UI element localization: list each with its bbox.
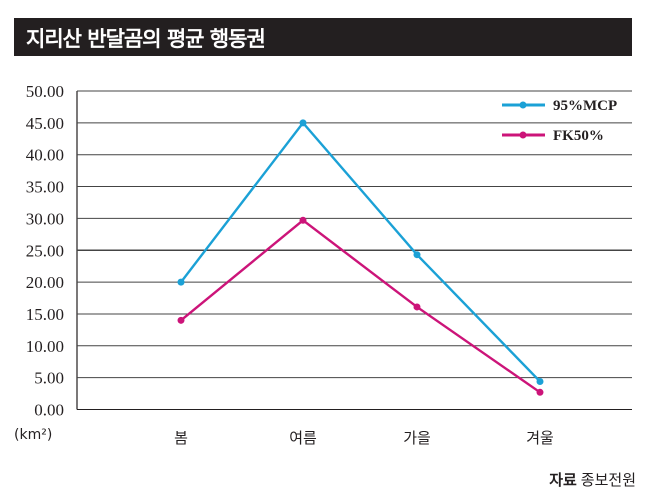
x-tick-label: 여름 bbox=[289, 429, 317, 447]
data-point bbox=[299, 216, 307, 224]
legend-label: FK50% bbox=[553, 128, 604, 144]
source-text: 종보전원 bbox=[580, 471, 636, 489]
legend-label: 95%MCP bbox=[553, 98, 617, 114]
x-tick-label: 겨울 bbox=[526, 429, 554, 447]
y-tick-label: 5.00 bbox=[34, 369, 64, 388]
y-tick-label: 40.00 bbox=[26, 146, 64, 165]
y-tick-label: 50.00 bbox=[26, 82, 64, 101]
data-point bbox=[536, 377, 544, 385]
series-line-95%MCP bbox=[180, 120, 541, 383]
y-tick-label: 15.00 bbox=[26, 305, 64, 324]
x-tick-label: 가을 bbox=[403, 429, 431, 447]
title-bar: 지리산 반달곰의 평균 행동권 bbox=[14, 18, 632, 56]
y-tick-label: 0.00 bbox=[34, 401, 64, 420]
y-tick-label: 20.00 bbox=[26, 273, 64, 292]
data-point bbox=[177, 278, 185, 286]
data-point bbox=[413, 303, 421, 311]
y-tick-label: 30.00 bbox=[26, 209, 64, 228]
legend-marker bbox=[519, 101, 527, 109]
source-note: 자료 종보전원 bbox=[549, 469, 636, 490]
y-tick-label: 25.00 bbox=[26, 241, 64, 260]
data-point bbox=[299, 119, 307, 127]
y-tick-label: 45.00 bbox=[26, 114, 64, 133]
series-line-FK50% bbox=[180, 218, 541, 394]
y-tick-label: 35.00 bbox=[26, 178, 64, 197]
legend-marker bbox=[519, 131, 527, 139]
y-tick-label: 10.00 bbox=[26, 337, 64, 356]
x-tick-label: 봄 bbox=[174, 429, 188, 447]
data-point bbox=[536, 388, 544, 396]
y-axis-unit: (km²) bbox=[14, 427, 53, 443]
data-point bbox=[413, 251, 421, 259]
source-label: 자료 bbox=[549, 471, 577, 489]
chart-title: 지리산 반달곰의 평균 행동권 bbox=[26, 27, 266, 51]
data-point bbox=[177, 316, 185, 324]
